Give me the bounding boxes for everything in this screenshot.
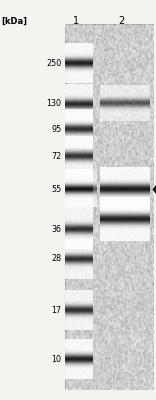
Text: 28: 28 bbox=[51, 254, 62, 264]
Text: 250: 250 bbox=[46, 59, 62, 68]
Text: 36: 36 bbox=[52, 225, 62, 234]
Text: 72: 72 bbox=[51, 152, 62, 161]
Text: 130: 130 bbox=[47, 99, 62, 108]
Text: 1: 1 bbox=[73, 16, 80, 26]
Polygon shape bbox=[153, 178, 156, 201]
Text: 95: 95 bbox=[51, 125, 62, 134]
Text: [kDa]: [kDa] bbox=[1, 17, 27, 26]
Text: 17: 17 bbox=[51, 306, 62, 315]
Text: 10: 10 bbox=[52, 355, 62, 364]
Text: 55: 55 bbox=[51, 185, 62, 194]
Text: 2: 2 bbox=[119, 16, 125, 26]
